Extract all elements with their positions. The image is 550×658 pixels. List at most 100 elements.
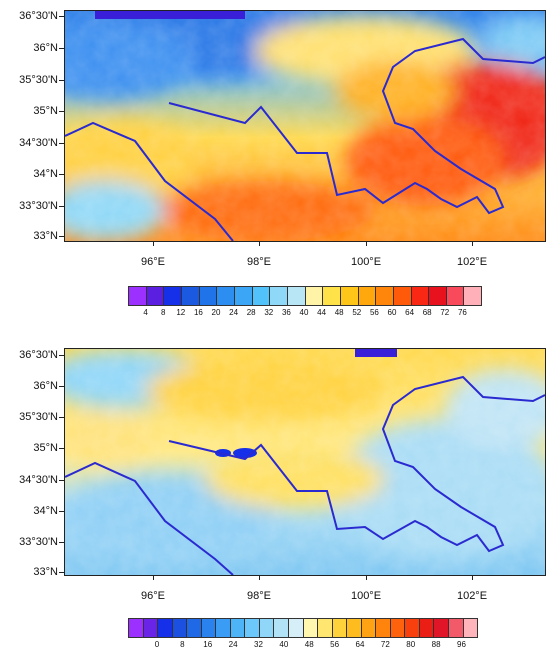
colorbar-label: 96 — [457, 640, 466, 649]
colorbar-swatch — [347, 619, 362, 637]
colorbar-swatch — [405, 619, 420, 637]
top-lon-tick — [472, 241, 473, 246]
colorbar-swatch — [187, 619, 202, 637]
bottom-lat-tick — [59, 511, 64, 512]
bottom-lat-label: 34°N — [33, 505, 58, 517]
colorbar-label: 72 — [380, 640, 390, 649]
colorbar-swatch — [323, 287, 341, 305]
colorbar-swatch — [199, 287, 218, 305]
bottom-colorbar — [128, 618, 478, 638]
top-lat-label: 33°30'N — [19, 200, 58, 212]
colorbar-label: 68 — [422, 308, 432, 317]
bottom-lat-tick — [59, 417, 64, 418]
colorbar-swatch — [449, 619, 464, 637]
top-field-svg — [65, 11, 545, 241]
colorbar-label: 56 — [369, 308, 379, 317]
colorbar-label: 52 — [352, 308, 362, 317]
colorbar-label: 0 — [154, 640, 160, 649]
colorbar-swatch — [464, 287, 482, 305]
top-boundary-east — [168, 37, 545, 215]
colorbar-label: 72 — [440, 308, 450, 317]
colorbar-label: 8 — [160, 308, 166, 317]
colorbar-label: 8 — [180, 640, 185, 649]
colorbar-swatch — [234, 287, 253, 305]
colorbar-swatch — [332, 619, 348, 637]
top-lat-tick — [59, 111, 64, 112]
colorbar-swatch — [318, 619, 333, 637]
colorbar-swatch — [181, 287, 200, 305]
colorbar-swatch — [446, 287, 465, 305]
bottom-lon-label: 96°E — [141, 590, 165, 602]
top-colorbar — [128, 286, 482, 306]
top-lat-tick — [59, 236, 64, 237]
bottom-lat-label: 35°30'N — [19, 411, 58, 423]
colorbar-swatch — [164, 287, 182, 305]
colorbar-label: 76 — [457, 308, 467, 317]
top-lon-label: 100°E — [350, 256, 382, 268]
bottom-lat-tick — [59, 355, 64, 356]
bottom-field-svg — [65, 349, 545, 575]
colorbar-swatch — [158, 619, 173, 637]
colorbar-swatch — [303, 619, 319, 637]
colorbar-swatch — [129, 287, 147, 305]
top-lat-label: 34°30'N — [19, 137, 58, 149]
colorbar-label: 64 — [405, 308, 415, 317]
colorbar-swatch — [376, 287, 394, 305]
top-lat-tick — [59, 48, 64, 49]
bottom-field-blue-patch — [233, 448, 257, 458]
top-lat-label: 36°N — [33, 42, 58, 54]
top-lat-tick — [59, 16, 64, 17]
colorbar-swatch — [274, 619, 290, 637]
colorbar-label: 88 — [431, 640, 441, 649]
top-lon-tick — [153, 241, 154, 246]
bottom-boundary-west — [65, 461, 234, 575]
colorbar-swatch — [358, 287, 377, 305]
top-lat-label: 34°N — [33, 168, 58, 180]
colorbar-swatch — [305, 287, 324, 305]
colorbar-swatch — [393, 287, 412, 305]
colorbar-label: 12 — [176, 308, 186, 317]
top-field-top-strip — [95, 11, 245, 19]
colorbar-swatch — [201, 619, 217, 637]
top-lat-tick — [59, 80, 64, 81]
colorbar-swatch — [376, 619, 391, 637]
bottom-lon-label: 100°E — [350, 590, 382, 602]
colorbar-swatch — [340, 287, 359, 305]
colorbar-label: 60 — [387, 308, 397, 317]
colorbar-swatch — [143, 619, 159, 637]
top-lat-tick — [59, 206, 64, 207]
bottom-lon-tick — [259, 575, 260, 580]
colorbar-label: 16 — [203, 640, 213, 649]
bottom-lon-label: 98°E — [247, 590, 271, 602]
bottom-lat-tick — [59, 542, 64, 543]
colorbar-label: 24 — [228, 640, 238, 649]
colorbar-swatch — [252, 287, 271, 305]
colorbar-swatch — [429, 287, 447, 305]
top-lon-label: 96°E — [141, 256, 165, 268]
bottom-field-texture — [65, 349, 545, 575]
colorbar-label: 28 — [246, 308, 256, 317]
bottom-map-plot — [64, 348, 546, 576]
bottom-lon-tick — [153, 575, 154, 580]
bottom-boundary-east — [168, 375, 545, 553]
bottom-lat-tick — [59, 480, 64, 481]
top-lon-tick — [366, 241, 367, 246]
colorbar-swatch — [287, 287, 306, 305]
colorbar-label: 32 — [254, 640, 263, 649]
colorbar-swatch — [216, 619, 231, 637]
top-lon-label: 98°E — [247, 256, 271, 268]
colorbar-label: 48 — [334, 308, 344, 317]
bottom-lat-tick — [59, 386, 64, 387]
bottom-map-panel: 36°30'N 36°N 35°30'N 35°N 34°30'N 34°N 3… — [0, 340, 550, 658]
colorbar-swatch — [172, 619, 188, 637]
colorbar-swatch — [434, 619, 450, 637]
colorbar-label: 64 — [355, 640, 365, 649]
bottom-lat-label: 36°N — [33, 380, 58, 392]
colorbar-label: 24 — [229, 308, 239, 317]
colorbar-swatch — [129, 619, 144, 637]
top-lat-label: 35°30'N — [19, 74, 58, 86]
colorbar-label: 16 — [193, 308, 203, 317]
bottom-lat-label: 36°30'N — [19, 349, 58, 361]
colorbar-swatch — [259, 619, 275, 637]
bottom-lat-label: 33°N — [33, 566, 58, 578]
